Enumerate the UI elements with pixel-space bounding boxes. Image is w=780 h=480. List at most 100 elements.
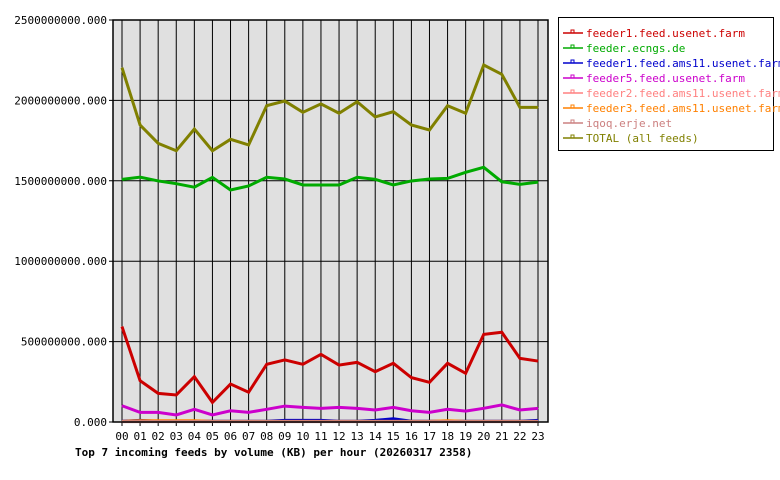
series-line-3 xyxy=(121,403,539,417)
data-point xyxy=(230,383,232,385)
data-point xyxy=(175,414,177,416)
x-tick-label: 21 xyxy=(495,430,508,443)
data-point xyxy=(428,411,430,413)
data-point xyxy=(193,408,195,410)
data-point xyxy=(374,178,376,180)
data-point xyxy=(410,180,412,182)
legend-marker xyxy=(570,89,575,94)
data-point xyxy=(320,353,322,355)
x-tick-label: 06 xyxy=(224,430,237,443)
data-point xyxy=(519,357,521,359)
data-point xyxy=(157,411,159,413)
data-point xyxy=(483,333,485,335)
data-point xyxy=(537,407,539,409)
legend-entry: feeder1.feed.ams11.usenet.farm xyxy=(586,57,780,70)
legend-entry: feeder.ecngs.de xyxy=(586,42,685,55)
data-point xyxy=(121,405,123,407)
data-point xyxy=(338,364,340,366)
legend-marker xyxy=(570,59,575,64)
data-point xyxy=(392,362,394,364)
data-point xyxy=(356,407,358,409)
data-point xyxy=(519,106,521,108)
y-tick-label: 2500000000.000 xyxy=(14,14,107,27)
data-point xyxy=(356,101,358,103)
data-point xyxy=(302,184,304,186)
data-point xyxy=(248,411,250,413)
x-tick-label: 15 xyxy=(387,430,400,443)
y-tick-label: 500000000.000 xyxy=(21,336,107,349)
data-point xyxy=(410,377,412,379)
legend-marker xyxy=(570,44,575,49)
x-tick-label: 11 xyxy=(314,430,327,443)
data-point xyxy=(428,129,430,131)
data-point xyxy=(483,64,485,66)
y-tick-label: 1000000000.000 xyxy=(14,255,107,268)
data-point xyxy=(320,103,322,105)
data-point xyxy=(211,414,213,416)
y-tick-label: 1500000000.000 xyxy=(14,175,107,188)
x-tick-label: 18 xyxy=(441,430,454,443)
data-point xyxy=(519,183,521,185)
x-tick-label: 03 xyxy=(170,430,183,443)
data-point xyxy=(175,394,177,396)
data-point xyxy=(139,176,141,178)
data-point xyxy=(248,144,250,146)
data-point xyxy=(248,185,250,187)
legend-marker xyxy=(570,119,575,124)
data-point xyxy=(157,180,159,182)
data-point xyxy=(465,171,467,173)
data-point xyxy=(139,124,141,126)
legend-entry: feeder5.feed.usenet.farm xyxy=(586,72,745,85)
data-point xyxy=(465,372,467,374)
legend-marker xyxy=(570,104,575,109)
plot-border xyxy=(112,19,549,423)
data-point xyxy=(302,363,304,365)
data-point xyxy=(447,408,449,410)
data-point xyxy=(483,166,485,168)
series-line-7 xyxy=(120,62,538,153)
x-tick-label: 05 xyxy=(206,430,219,443)
x-tick-label: 01 xyxy=(133,430,146,443)
x-tick-label: 17 xyxy=(423,430,436,443)
data-point xyxy=(139,380,141,382)
data-point xyxy=(266,408,268,410)
x-tick-label: 23 xyxy=(531,430,544,443)
data-point xyxy=(266,363,268,365)
x-tick-label: 20 xyxy=(477,430,490,443)
data-point xyxy=(121,67,123,69)
legend-entry: feeder1.feed.usenet.farm xyxy=(586,27,745,40)
data-point xyxy=(501,404,503,406)
data-point xyxy=(266,176,268,178)
data-point xyxy=(338,112,340,114)
data-point xyxy=(392,406,394,408)
x-tick-label: 02 xyxy=(152,430,165,443)
data-point xyxy=(447,105,449,107)
x-tick-label: 10 xyxy=(296,430,309,443)
x-tick-label: 07 xyxy=(242,430,255,443)
data-point xyxy=(374,409,376,411)
data-point xyxy=(121,178,123,180)
data-point xyxy=(447,362,449,364)
data-point xyxy=(483,407,485,409)
data-point xyxy=(374,371,376,373)
data-point xyxy=(537,181,539,183)
data-point xyxy=(428,178,430,180)
data-point xyxy=(392,111,394,113)
data-point xyxy=(121,326,123,328)
data-point xyxy=(302,406,304,408)
data-point xyxy=(193,128,195,130)
data-point xyxy=(465,112,467,114)
x-tick-label: 00 xyxy=(115,430,128,443)
data-point xyxy=(302,111,304,113)
data-point xyxy=(157,392,159,394)
data-point xyxy=(139,411,141,413)
data-point xyxy=(175,183,177,185)
data-point xyxy=(284,405,286,407)
data-point xyxy=(211,401,213,403)
data-point xyxy=(392,184,394,186)
y-tick-label: 2000000000.000 xyxy=(14,94,107,107)
y-tick-label: 0.000 xyxy=(74,416,107,429)
data-point xyxy=(320,184,322,186)
data-point xyxy=(537,360,539,362)
